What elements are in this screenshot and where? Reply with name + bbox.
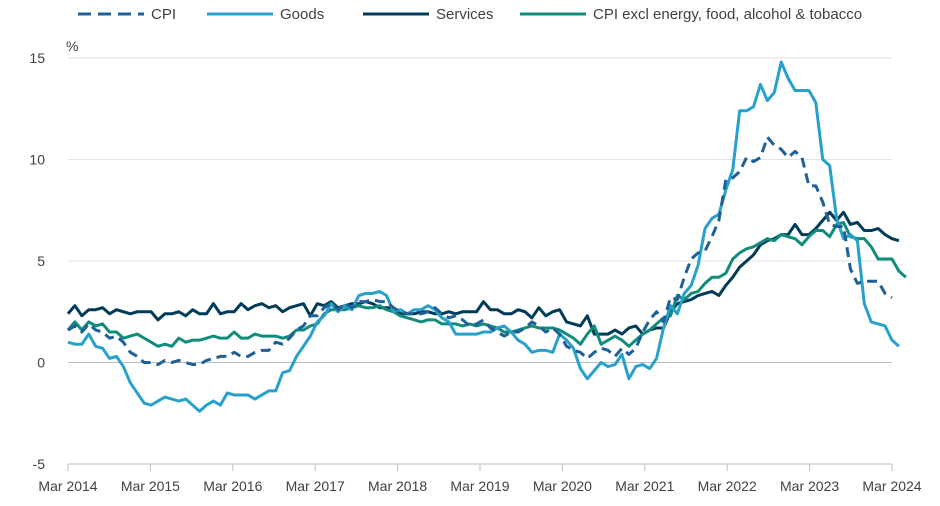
series-line-cpi-excl-energy-food-alcohol-tobacco [68,222,906,346]
series-lines [68,62,906,411]
y-axis-unit-label: % [66,38,78,54]
x-tick-label: Mar 2024 [862,478,921,494]
x-tick-label: Mar 2014 [38,478,97,494]
x-tick-label: Mar 2015 [121,478,180,494]
legend: CPI Goods Services CPI excl energy, food, a… [78,6,862,23]
legend-label: Goods [280,6,324,23]
y-tick-label: 5 [37,253,45,269]
x-axis: Mar 2014 Mar 2015 Mar 2016 Mar 2017 Mar 2018… [38,464,921,494]
y-axis: % 15 10 5 0 -5 [29,38,78,472]
x-tick-label: Mar 2020 [533,478,592,494]
x-tick-label: Mar 2017 [286,478,345,494]
x-tick-label: Mar 2019 [450,478,509,494]
legend-label: CPI excl energy, food, alcohol & tobacco [593,6,862,23]
series-line-cpi [68,137,892,364]
y-tick-label: 15 [29,50,45,66]
x-tick-label: Mar 2018 [368,478,427,494]
legend-label: CPI [151,6,176,23]
x-tick-label: Mar 2021 [615,478,674,494]
x-tick-label: Mar 2016 [203,478,262,494]
x-tick-label: Mar 2022 [698,478,757,494]
series-line-services [68,212,899,334]
y-tick-label: 10 [29,152,45,168]
series-line-goods [68,62,899,411]
y-tick-label: -5 [33,456,46,472]
x-tick-label: Mar 2023 [780,478,839,494]
legend-label: Services [436,6,494,23]
y-tick-label: 0 [37,355,45,371]
